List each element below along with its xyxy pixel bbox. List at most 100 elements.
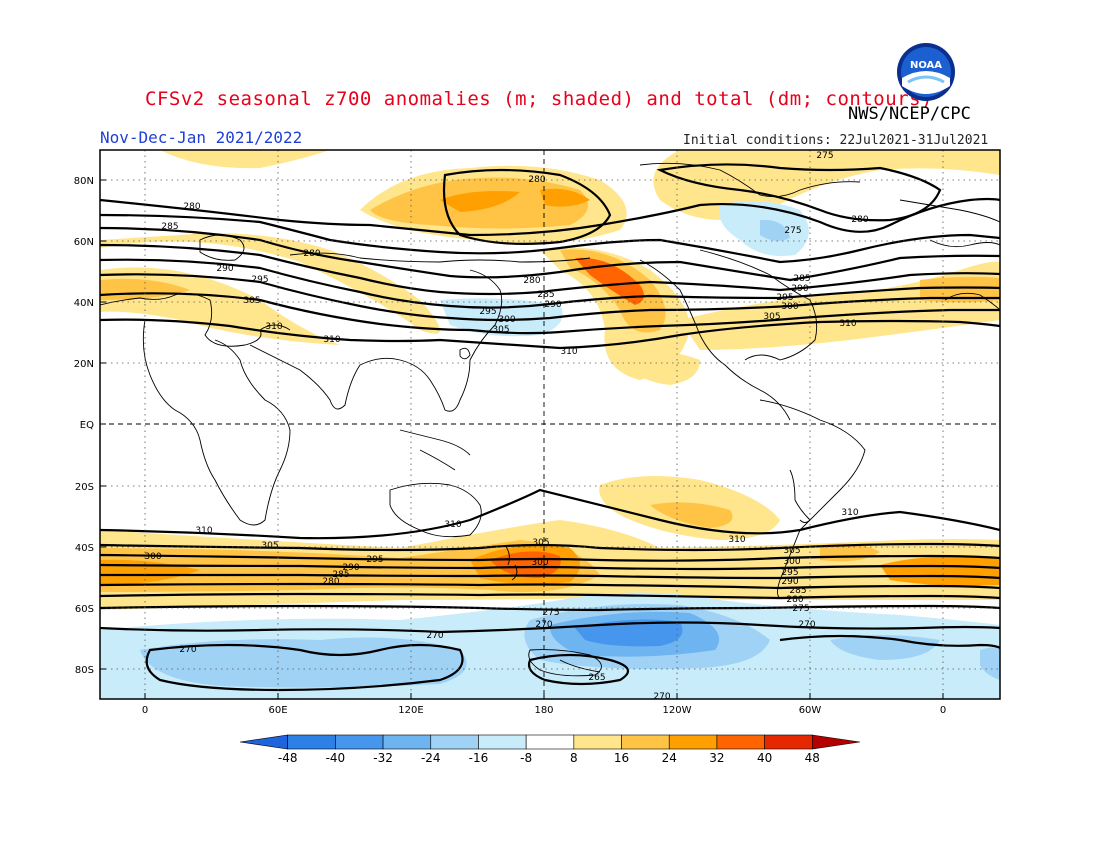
colorbar-segment: [573, 734, 622, 750]
lon-label: 120E: [398, 705, 423, 716]
lon-label: 0: [142, 705, 148, 716]
contour-label: 295: [251, 275, 268, 285]
lat-label: 20S: [75, 482, 94, 493]
contour-label: 310: [444, 520, 461, 530]
colorbar-segment: [812, 734, 861, 750]
colorbar-label: 40: [757, 751, 772, 765]
lat-label: 20N: [74, 359, 94, 370]
colorbar-labels: -48 -40 -32 -24 -16 -8 8 16 24 32 40 48: [278, 751, 820, 765]
colorbar-segment: [716, 734, 765, 750]
lon-axis-labels: 0 60E 120E 180 120W 60W 0: [142, 705, 946, 716]
contour-label: 290: [342, 563, 359, 573]
contour-label: 310: [323, 335, 340, 345]
colorbar-label: -40: [326, 751, 346, 765]
contour-label: 305: [243, 296, 260, 306]
contour-label: 280: [322, 577, 339, 587]
lon-label: 120W: [663, 705, 692, 716]
contour-label: 295: [366, 555, 383, 565]
contour-label: 270: [426, 631, 443, 641]
colorbar-segment: [382, 734, 432, 750]
contour-label: 275: [542, 608, 559, 618]
lat-label: EQ: [80, 420, 94, 431]
lon-label: 60W: [799, 705, 822, 716]
contour-label: 280: [528, 175, 545, 185]
contour-label: 310: [560, 347, 577, 357]
contour-label: 275: [816, 151, 833, 161]
coastlines: [100, 162, 1000, 677]
map-panel: 275 280 280 285 280 290 295 300 305 310 …: [100, 150, 1000, 702]
colorbar-segment: [335, 734, 384, 750]
colorbar-label: 24: [662, 751, 677, 765]
noaa-logo: NOAA: [896, 42, 956, 102]
agency-label: NWS/NCEP/CPC: [848, 104, 971, 124]
contour-label: 310: [265, 322, 282, 332]
contour-label: 275: [784, 226, 801, 236]
contour-label: 300: [144, 552, 161, 562]
contour-label: 305: [763, 312, 780, 322]
contour-label: 280: [183, 202, 200, 212]
contour-label: 290: [781, 577, 798, 587]
colorbar-segment: [430, 734, 479, 750]
lon-label: 180: [534, 705, 553, 716]
lat-axis-labels: 80N 60N 40N 20N EQ 20S 40S 60S 80S: [74, 176, 94, 676]
contour-label: 290: [544, 300, 561, 310]
contour-label: 280: [303, 249, 320, 259]
contour-label: 295: [479, 307, 496, 317]
lat-label: 80N: [74, 176, 94, 187]
contour-label: 295: [776, 293, 793, 303]
colorbar: [239, 734, 861, 750]
anomaly-shading-cold: [100, 201, 1000, 699]
contour-label: 305: [261, 541, 278, 551]
colorbar-label: -16: [469, 751, 489, 765]
contour-label: 310: [839, 319, 856, 329]
lat-label: 60N: [74, 237, 94, 248]
colorbar-label: 48: [805, 751, 820, 765]
season-period-label: Nov-Dec-Jan 2021/2022: [100, 128, 303, 147]
lat-label: 60S: [75, 604, 94, 615]
contour-label: 300: [498, 315, 515, 325]
lat-label: 40N: [74, 298, 94, 309]
contour-label: 270: [653, 692, 670, 702]
colorbar-label: 16: [614, 751, 629, 765]
contour-label: 290: [791, 284, 808, 294]
contour-label: 295: [781, 568, 798, 578]
contour-label: 300: [783, 557, 800, 567]
colorbar-label: -48: [278, 751, 298, 765]
colorbar-segment: [478, 734, 527, 750]
contour-label: 305: [532, 538, 549, 548]
contour-label: 280: [851, 215, 868, 225]
colorbar-label: -32: [373, 751, 393, 765]
contour-label: 275: [792, 604, 809, 614]
colorbar-label: -8: [520, 751, 532, 765]
contour-label: 310: [728, 535, 745, 545]
svg-text:NOAA: NOAA: [910, 60, 942, 71]
axis-ticks: [100, 179, 944, 699]
initial-conditions-label: Initial conditions: 22Jul2021-31Jul2021: [683, 133, 989, 148]
lon-label: 60E: [268, 705, 287, 716]
height-contours: [100, 163, 1000, 692]
contour-label: 280: [523, 276, 540, 286]
contour-label: 290: [216, 264, 233, 274]
colorbar-label: 32: [709, 751, 724, 765]
colorbar-segment: [287, 734, 336, 750]
chart-title: CFSv2 seasonal z700 anomalies (m; shaded…: [145, 88, 933, 110]
contour-label: 310: [195, 526, 212, 536]
contour-label: 305: [492, 325, 509, 335]
contour-label: 305: [783, 546, 800, 556]
contour-label: 265: [588, 673, 605, 683]
colorbar-segment: [764, 734, 813, 750]
contour-labels: 275 280 280 285 280 290 295 300 305 310 …: [144, 151, 868, 702]
contour-label: 280: [786, 595, 803, 605]
equator-dateline: [100, 150, 1000, 699]
lat-label: 80S: [75, 665, 94, 676]
contour-label: 310: [841, 508, 858, 518]
colorbar-segment: [621, 734, 670, 750]
lon-label: 0: [940, 705, 946, 716]
contour-label: 285: [537, 290, 554, 300]
colorbar-label: -24: [421, 751, 441, 765]
contour-label: 285: [793, 274, 810, 284]
colorbar-label: 8: [570, 751, 578, 765]
contour-label: 285: [789, 586, 806, 596]
contour-label: 270: [798, 620, 815, 630]
